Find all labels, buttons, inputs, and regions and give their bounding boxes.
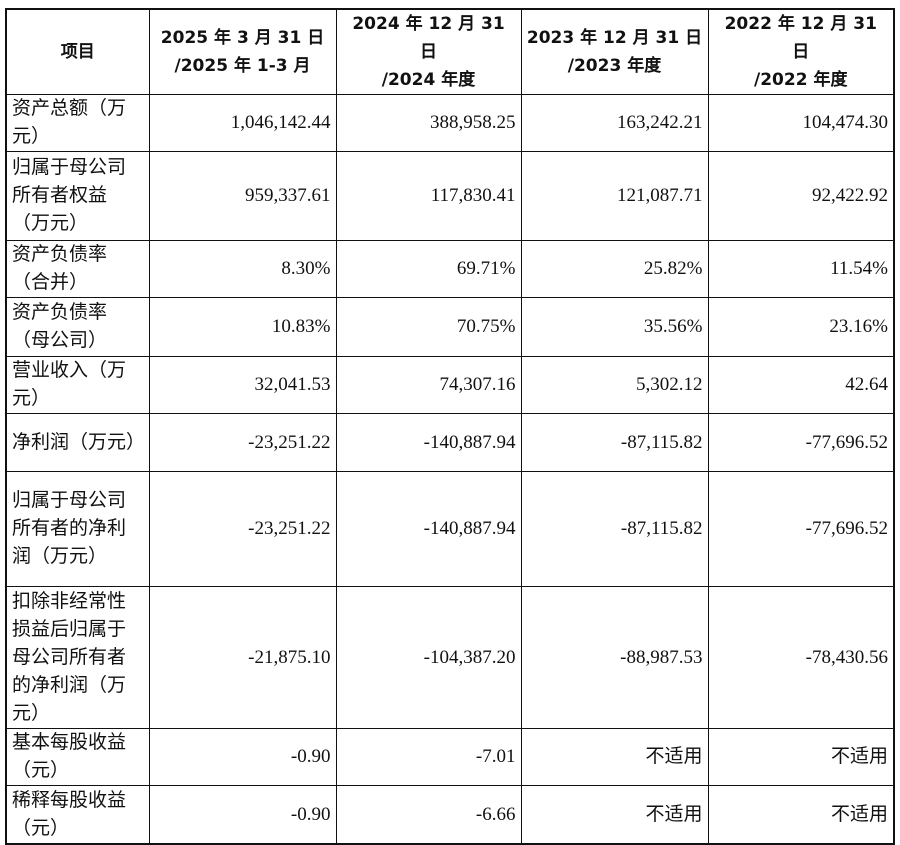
cell-value: -88,987.53 — [520, 586, 709, 729]
table-row: 资产负债率（母公司） 10.83% 70.75% 35.56% 23.16% — [5, 297, 895, 357]
cell-value: -21,875.10 — [148, 586, 337, 729]
cell-value: 8.30% — [148, 240, 337, 298]
cell-value: -77,696.52 — [707, 471, 895, 587]
table-row: 资产负债率（合并） 8.30% 69.71% 25.82% 11.54% — [5, 240, 895, 298]
header-text: /2023 年度 — [567, 56, 662, 76]
row-label: 净利润（万元） — [5, 413, 150, 472]
cell-value: 23.16% — [707, 297, 895, 357]
row-label: 归属于母公司所有者的净利润（万元） — [5, 471, 150, 587]
cell-value: -7.01 — [335, 728, 522, 786]
table-row: 归属于母公司所有者的净利润（万元） -23,251.22 -140,887.94 -8… — [5, 471, 895, 587]
table-row: 净利润（万元） -23,251.22 -140,887.94 -87,115.82 -7… — [5, 413, 895, 472]
cell-value: 不适用 — [707, 785, 895, 845]
header-text: /2022 年度 — [754, 70, 848, 90]
header-cell: 2024 年 12 月 31 日/2024 年度 — [335, 8, 522, 95]
cell-value: -140,887.94 — [335, 413, 522, 472]
cell-value: 70.75% — [335, 297, 522, 357]
cell-value: 121,087.71 — [520, 151, 709, 241]
cell-value: 不适用 — [707, 728, 895, 786]
cell-value: 32,041.53 — [148, 356, 337, 414]
cell-value: 1,046,142.44 — [148, 94, 337, 152]
header-row: 项目 2025 年 3 月 31 日/2025 年 1-3 月 2024 年 12 … — [5, 8, 895, 95]
table-row: 归属于母公司所有者权益（万元） 959,337.61 117,830.41 121,0… — [5, 151, 895, 241]
cell-value: -104,387.20 — [335, 586, 522, 729]
header-text: 2025 年 3 月 31 日 — [160, 28, 325, 48]
cell-value: -140,887.94 — [335, 471, 522, 587]
cell-value: 不适用 — [520, 785, 709, 845]
cell-value: 25.82% — [520, 240, 709, 298]
cell-value: 11.54% — [707, 240, 895, 298]
cell-value: -78,430.56 — [707, 586, 895, 729]
cell-value: 69.71% — [335, 240, 522, 298]
header-text: /2024 年度 — [381, 70, 476, 90]
table-row: 营业收入（万元） 32,041.53 74,307.16 5,302.12 42.64 — [5, 356, 895, 414]
table-row: 资产总额（万元） 1,046,142.44 388,958.25 163,242.21… — [5, 94, 895, 152]
table-row: 稀释每股收益（元） -0.90 -6.66 不适用 不适用 — [5, 785, 895, 845]
row-label: 基本每股收益（元） — [5, 728, 150, 786]
row-label: 稀释每股收益（元） — [5, 785, 150, 845]
row-label: 扣除非经常性损益后归属于母公司所有者的净利润（万元） — [5, 586, 150, 729]
cell-value: -87,115.82 — [520, 471, 709, 587]
cell-value: -23,251.22 — [148, 471, 337, 587]
table-row: 扣除非经常性损益后归属于母公司所有者的净利润（万元） -21,875.10 -104… — [5, 586, 895, 729]
table-row: 基本每股收益（元） -0.90 -7.01 不适用 不适用 — [5, 728, 895, 786]
data-table: 项目 2025 年 3 月 31 日/2025 年 1-3 月 2024 年 12 … — [5, 8, 895, 845]
cell-value: 35.56% — [520, 297, 709, 357]
header-text: /2025 年 1-3 月 — [174, 56, 311, 76]
header-cell: 2023 年 12 月 31 日/2023 年度 — [520, 8, 709, 95]
row-label: 归属于母公司所有者权益（万元） — [5, 151, 150, 241]
cell-value: -87,115.82 — [520, 413, 709, 472]
table-body: 资产总额（万元） 1,046,142.44 388,958.25 163,242.21… — [5, 94, 895, 845]
header-cell: 项目 — [5, 8, 150, 95]
cell-value: 不适用 — [520, 728, 709, 786]
header-cell: 2022 年 12 月 31 日/2022 年度 — [707, 8, 895, 95]
header-text: 2023 年 12 月 31 日 — [526, 28, 703, 48]
header-text: 2022 年 12 月 31 日 — [724, 14, 877, 62]
cell-value: 104,474.30 — [707, 94, 895, 152]
cell-value: -23,251.22 — [148, 413, 337, 472]
header-cell: 2025 年 3 月 31 日/2025 年 1-3 月 — [148, 8, 337, 95]
row-label: 资产负债率（母公司） — [5, 297, 150, 357]
row-label: 营业收入（万元） — [5, 356, 150, 414]
cell-value: 163,242.21 — [520, 94, 709, 152]
row-label: 资产总额（万元） — [5, 94, 150, 152]
cell-value: -0.90 — [148, 785, 337, 845]
cell-value: 959,337.61 — [148, 151, 337, 241]
cell-value: -77,696.52 — [707, 413, 895, 472]
header-text: 2024 年 12 月 31 日 — [352, 14, 505, 62]
cell-value: 388,958.25 — [335, 94, 522, 152]
header-text: 项目 — [60, 42, 95, 62]
cell-value: 5,302.12 — [520, 356, 709, 414]
cell-value: 74,307.16 — [335, 356, 522, 414]
cell-value: 10.83% — [148, 297, 337, 357]
cell-value: -0.90 — [148, 728, 337, 786]
cell-value: 42.64 — [707, 356, 895, 414]
cell-value: -6.66 — [335, 785, 522, 845]
cell-value: 92,422.92 — [707, 151, 895, 241]
row-label: 资产负债率（合并） — [5, 240, 150, 298]
cell-value: 117,830.41 — [335, 151, 522, 241]
